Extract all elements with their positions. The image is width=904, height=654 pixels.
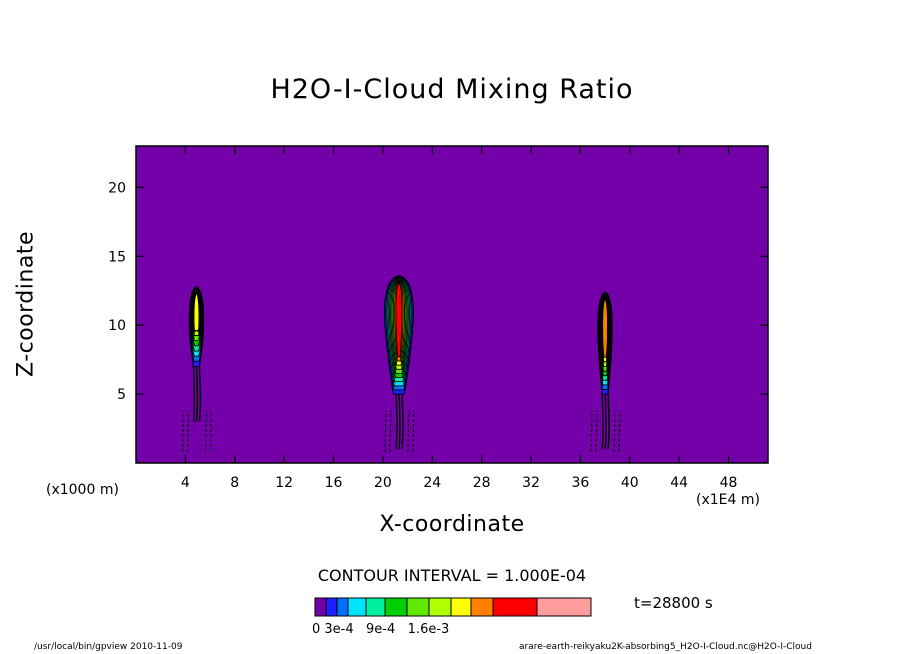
x-tick-label: 48	[720, 475, 738, 491]
contour-fill	[602, 298, 608, 358]
y-axis-label: Z-coordinate	[13, 231, 39, 377]
colorbar-swatch	[336, 597, 349, 617]
x-unit-label: (x1000 m)	[46, 482, 119, 498]
y-tick-label: 5	[117, 387, 126, 403]
contour-line	[618, 410, 621, 452]
contour-line	[590, 410, 593, 452]
colorbar-swatch	[536, 597, 592, 617]
contour-line	[613, 410, 616, 452]
y-axis-ticks: 5 10 15 20	[108, 180, 768, 403]
contour-line	[389, 410, 392, 452]
contour-line	[181, 410, 184, 452]
contour-line	[412, 410, 415, 452]
x-axis-ticks: 4 8 12 16 20 24 28 32 36 40 44 48	[181, 146, 738, 491]
colorbar-swatch	[347, 597, 367, 617]
y-tick-label: 15	[108, 249, 126, 265]
footer-right: arare-earth-reikyaku2K-absorbing5_H2O-I-…	[519, 642, 812, 652]
x-axis-label: X-coordinate	[379, 512, 525, 537]
footer-left: /usr/local/bin/gpview 2010-11-09	[34, 642, 183, 652]
colorbar-swatch	[325, 597, 338, 617]
y-tick-label: 20	[108, 180, 126, 196]
colorbar	[314, 597, 592, 617]
contour-fill	[193, 292, 200, 333]
colorbar-swatch	[492, 597, 538, 617]
chart-title: H2O-I-Cloud Mixing Ratio	[270, 74, 634, 105]
x-tick-label: 20	[374, 475, 392, 491]
contour-line	[209, 410, 212, 452]
contour-line	[186, 410, 189, 452]
x-extra-unit-label: (x1E4 m)	[696, 492, 760, 508]
x-tick-label: 12	[275, 475, 293, 491]
cloud-2	[383, 275, 415, 452]
colorbar-swatch	[314, 597, 327, 617]
colorbar-swatch	[450, 597, 472, 617]
colorbar-swatch	[384, 597, 408, 617]
y-tick-label: 10	[108, 318, 126, 334]
contour-line	[384, 410, 387, 452]
cloud-3	[590, 291, 621, 452]
colorbar-swatch	[428, 597, 452, 617]
x-tick-label: 44	[670, 475, 688, 491]
x-tick-label: 36	[571, 475, 589, 491]
x-tick-label: 16	[325, 475, 343, 491]
x-tick-label: 24	[423, 475, 441, 491]
contour-interval-text: CONTOUR INTERVAL = 1.000E-04	[317, 566, 587, 585]
x-tick-label: 32	[522, 475, 540, 491]
contour-line	[204, 410, 207, 452]
colorbar-labels: 0 3e-4 9e-4 1.6e-3	[312, 622, 450, 637]
x-tick-label: 4	[181, 475, 190, 491]
plot-frame	[135, 145, 769, 464]
time-label: t=28800 s	[634, 594, 713, 612]
x-tick-label: 28	[473, 475, 491, 491]
contour-line	[595, 410, 598, 452]
colorbar-swatch	[406, 597, 430, 617]
cloud-1	[181, 286, 212, 452]
colorbar-swatch	[470, 597, 494, 617]
contour-line	[407, 410, 410, 452]
contour-fill	[395, 282, 403, 358]
x-tick-label: 40	[621, 475, 639, 491]
contour-layer	[181, 275, 621, 452]
colorbar-swatch	[365, 597, 386, 617]
plot-background	[136, 146, 768, 463]
x-tick-label: 8	[230, 475, 239, 491]
